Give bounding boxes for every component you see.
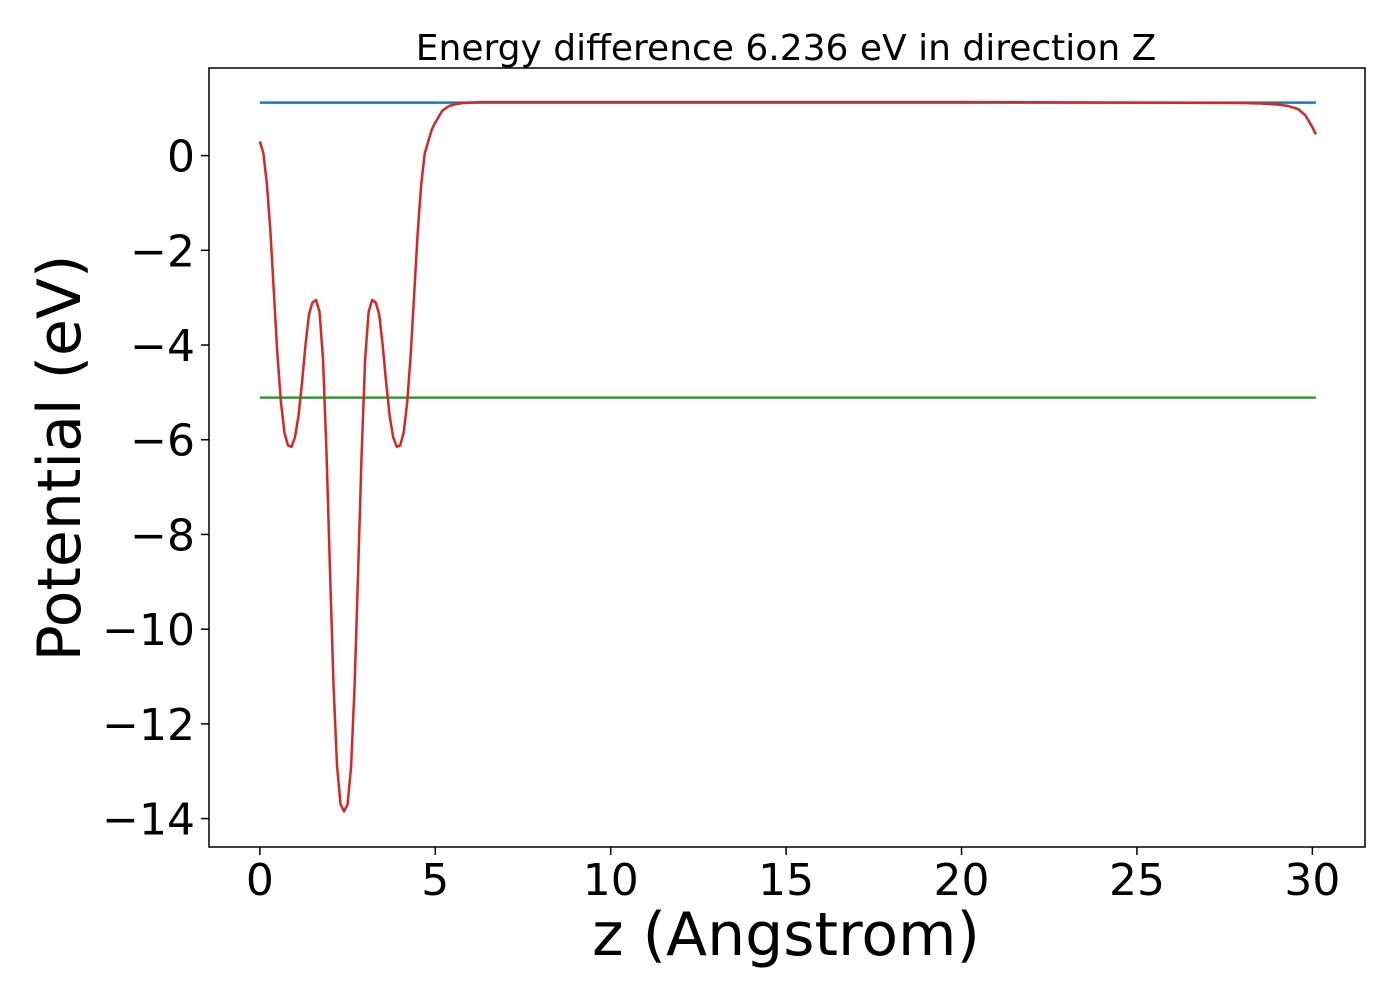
y-axis-label: Potential (eV)	[25, 255, 95, 662]
y-tick-label: −10	[102, 605, 195, 656]
axes-frame	[208, 67, 1366, 848]
plot-area	[258, 100, 1318, 813]
x-tick-label: 10	[583, 855, 639, 906]
chart-title: Energy difference 6.236 eV in direction …	[416, 28, 1157, 69]
x-tick-label: 15	[758, 855, 814, 906]
x-tick-label: 5	[421, 855, 449, 906]
y-tick-label: 0	[167, 132, 195, 183]
x-tick-label: 25	[1109, 855, 1165, 906]
y-tick-label: −8	[130, 510, 195, 561]
x-axis-label: z (Angstrom)	[592, 900, 980, 970]
y-tick-label: −6	[130, 416, 195, 467]
y-tick-label: −2	[130, 226, 195, 277]
y-tick-label: −4	[130, 321, 195, 372]
x-tick-label: 0	[246, 855, 274, 906]
series-line-3	[258, 100, 1318, 813]
y-axis: 0 −2 −4 −6 −8 −10 −12 −14	[102, 132, 209, 846]
x-axis: 0 5 10 15 20 25 30	[246, 847, 1340, 906]
x-tick-label: 30	[1284, 855, 1340, 906]
y-tick-label: −14	[102, 795, 195, 846]
x-tick-label: 20	[934, 855, 990, 906]
y-tick-label: −12	[102, 700, 195, 751]
